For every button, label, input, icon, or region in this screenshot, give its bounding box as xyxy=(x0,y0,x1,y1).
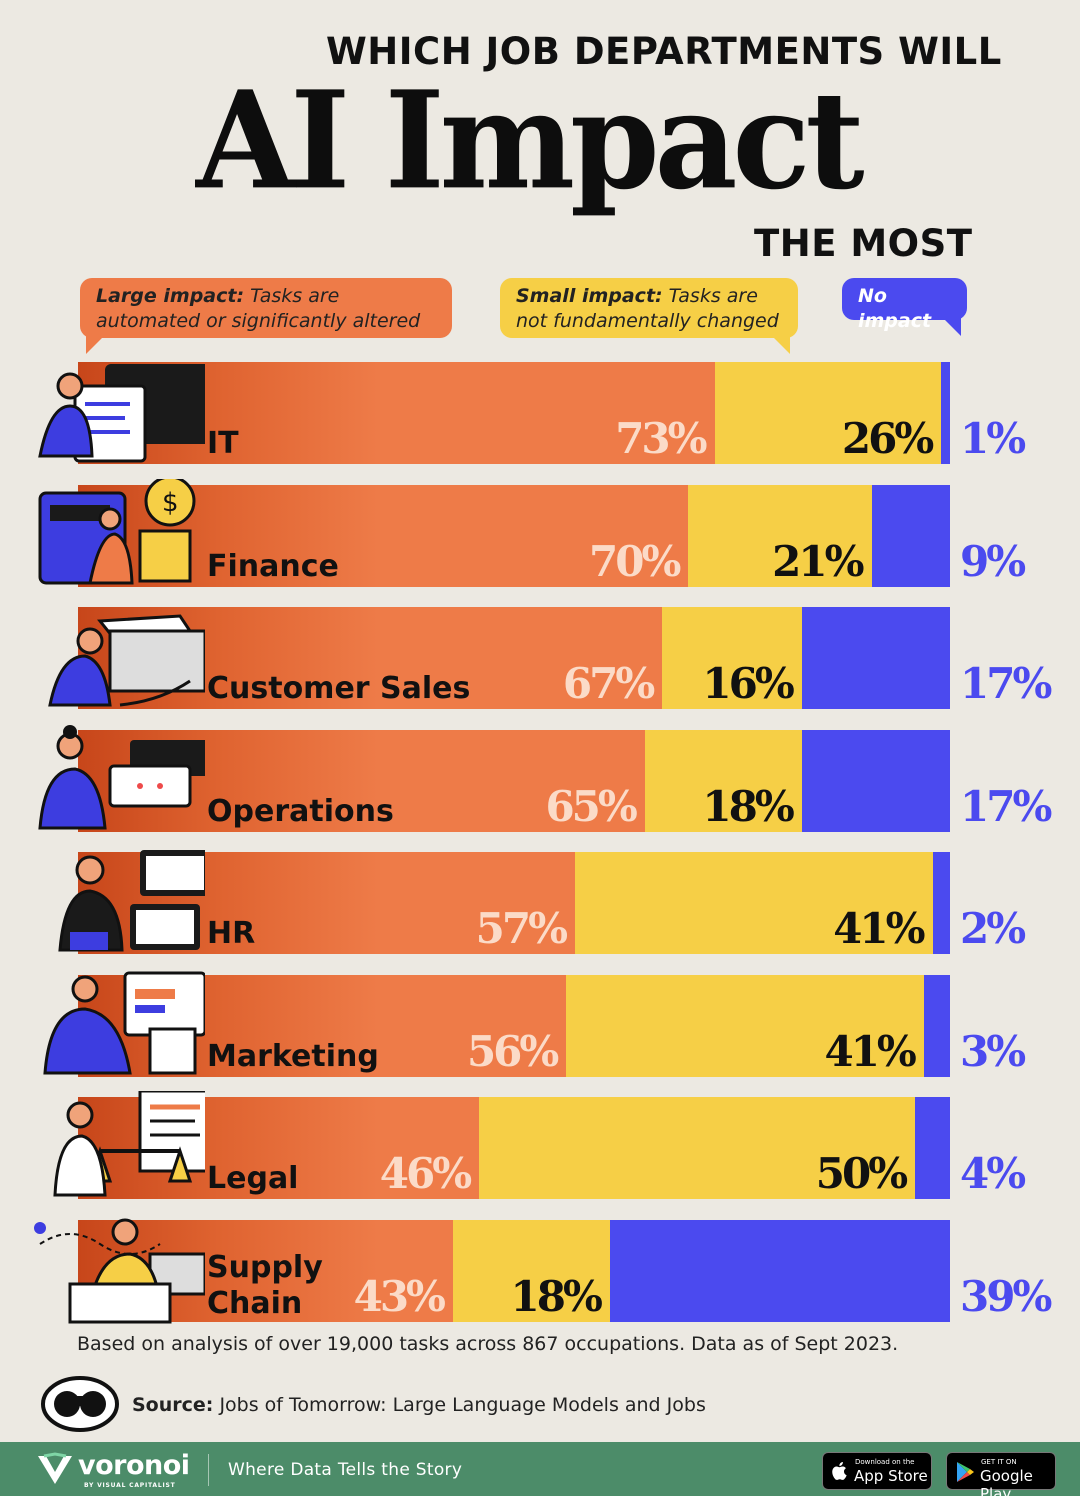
bar-segment-legal-small xyxy=(479,1097,916,1199)
source-row: Source: Jobs of Tomorrow: Large Language… xyxy=(40,1376,940,1432)
bar-segment-marketing-small xyxy=(566,974,924,1077)
department-illustration-icon xyxy=(53,1091,205,1197)
bar-segment-customer-sales-small xyxy=(662,607,802,709)
data-label-operations-large: 65% xyxy=(545,781,637,831)
category-label-supply-chain: Supply Chain xyxy=(207,1249,323,1321)
bar-segment-operations-small xyxy=(644,729,802,832)
department-illustration-icon xyxy=(58,850,205,952)
data-label-legal-none: 4% xyxy=(960,1149,1026,1198)
category-label-finance: Finance xyxy=(207,548,339,584)
source-label: Source: xyxy=(132,1394,214,1416)
google-play-small-text: GET IT ON xyxy=(981,1458,1017,1466)
google-play-big-text: Google Play xyxy=(980,1467,1033,1496)
legend-large-impact: Large impact: Tasks are automated or sig… xyxy=(80,278,452,354)
data-label-hr-none: 2% xyxy=(960,904,1026,953)
bar-segment-it-small xyxy=(714,362,942,464)
bar-segment-it-none xyxy=(941,362,950,464)
data-label-it-large: 73% xyxy=(615,414,707,463)
bar-segment-customer-sales-none xyxy=(801,607,950,709)
bar-segment-finance-small xyxy=(688,484,872,587)
title-bottom: THE MOST xyxy=(754,222,973,265)
category-label-hr: HR xyxy=(207,916,256,951)
app-store-big-text: App Store xyxy=(854,1467,928,1485)
data-label-hr-small: 41% xyxy=(833,904,925,953)
data-label-operations-small: 18% xyxy=(702,781,794,831)
source-text: Source: Jobs of Tomorrow: Large Language… xyxy=(132,1394,706,1416)
data-label-legal-small: 50% xyxy=(815,1149,908,1198)
department-illustration-icon xyxy=(48,614,205,707)
data-label-supply-chain-none: 39% xyxy=(960,1271,1052,1321)
bar-segment-hr-small xyxy=(575,852,933,954)
category-label-customer-sales: Customer Sales xyxy=(207,671,471,706)
department-illustration-icon: $ xyxy=(38,478,196,584)
legend-small-text: Tasks are not fundamentally changed xyxy=(516,285,779,332)
voronoi-logo-icon xyxy=(38,1452,72,1484)
data-label-customer-sales-none: 17% xyxy=(960,659,1052,708)
legend-no-impact: No impact xyxy=(842,278,967,336)
methodology-note: Based on analysis of over 19,000 tasks a… xyxy=(77,1333,899,1355)
bar-segment-supply-chain-small xyxy=(452,1219,610,1322)
google-play-icon xyxy=(957,1462,974,1482)
data-label-customer-sales-large: 67% xyxy=(562,659,655,708)
category-label-marketing: Marketing xyxy=(207,1038,379,1074)
apple-icon xyxy=(832,1462,847,1480)
page-title: AI Impact xyxy=(196,62,865,220)
legend-large-text: Tasks are automated or significantly alt… xyxy=(96,285,421,332)
data-label-marketing-none: 3% xyxy=(960,1026,1026,1076)
brand-subtitle: BY VISUAL CAPITALIST xyxy=(84,1482,176,1489)
svg-text:$: $ xyxy=(162,488,179,518)
data-label-finance-large: 70% xyxy=(589,536,681,586)
legend-none-label: No impact xyxy=(858,285,932,332)
category-label-operations: Operations xyxy=(207,793,394,829)
bar-segment-legal-none xyxy=(915,1097,950,1199)
data-label-customer-sales-small: 16% xyxy=(702,659,794,708)
google-play-badge[interactable]: GET IT ON Google Play xyxy=(946,1452,1056,1496)
source-title: Jobs of Tomorrow: Large Language Models … xyxy=(219,1394,706,1416)
data-label-marketing-small: 41% xyxy=(824,1026,916,1076)
footer-bar: voronoi BY VISUAL CAPITALIST Where Data … xyxy=(0,1442,1080,1496)
data-label-hr-large: 57% xyxy=(475,904,568,953)
data-label-operations-none: 17% xyxy=(960,781,1052,831)
department-illustration-icon xyxy=(43,971,205,1074)
app-store-badge[interactable]: Download on the App Store xyxy=(822,1452,932,1490)
app-store-small-text: Download on the xyxy=(855,1458,915,1466)
data-label-finance-small: 21% xyxy=(772,536,864,586)
data-label-legal-large: 46% xyxy=(379,1149,472,1198)
footer-divider xyxy=(208,1454,209,1486)
legend-small-label: Small impact: xyxy=(516,285,663,307)
data-label-supply-chain-small: 18% xyxy=(510,1271,603,1321)
data-label-marketing-large: 56% xyxy=(466,1026,559,1076)
department-illustration-icon xyxy=(34,1218,205,1323)
brand-name: voronoi xyxy=(78,1450,190,1481)
binoculars-logo-icon xyxy=(41,1376,119,1432)
department-illustration-icon xyxy=(38,364,205,463)
category-label-legal: Legal xyxy=(207,1161,299,1196)
bar-segment-finance-none xyxy=(871,484,950,587)
data-label-it-small: 26% xyxy=(841,414,934,463)
title-top: WHICH JOB DEPARTMENTS WILL xyxy=(326,30,1002,73)
department-illustration-icon xyxy=(38,724,205,829)
bar-segment-supply-chain-none xyxy=(609,1219,950,1322)
tagline: Where Data Tells the Story xyxy=(228,1460,463,1480)
data-label-finance-none: 9% xyxy=(960,536,1026,586)
legend-small-impact: Small impact: Tasks are not fundamentall… xyxy=(500,278,798,354)
bar-segment-hr-none xyxy=(932,852,950,954)
bar-segment-operations-none xyxy=(801,729,950,832)
legend-large-label: Large impact: xyxy=(96,285,245,307)
bar-segment-marketing-none xyxy=(923,974,950,1077)
data-label-supply-chain-large: 43% xyxy=(353,1271,446,1321)
data-label-it-none: 1% xyxy=(960,414,1026,463)
category-label-it: IT xyxy=(207,426,239,461)
